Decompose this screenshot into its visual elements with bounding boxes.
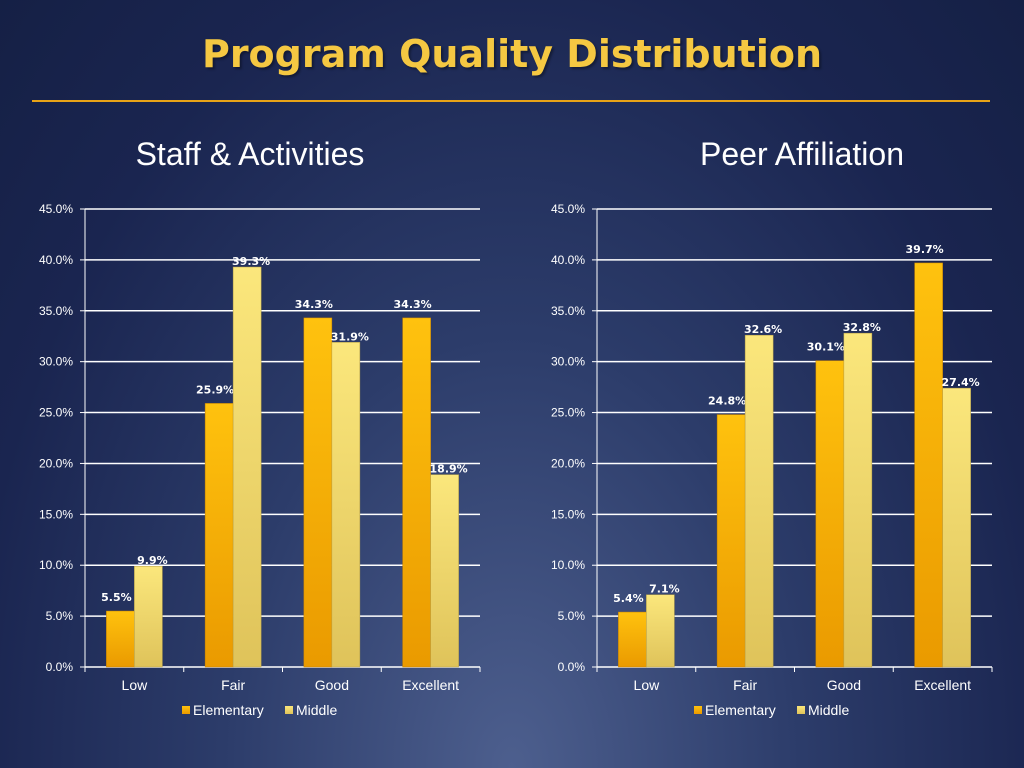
data-label: 31.9% (331, 330, 369, 343)
x-tick-label: Good (315, 677, 349, 693)
data-label: 39.3% (232, 255, 270, 268)
y-tick-label: 30.0% (39, 355, 73, 369)
legend-label-middle: Middle (808, 702, 849, 718)
data-label: 32.6% (744, 323, 782, 336)
data-label: 25.9% (196, 383, 234, 396)
y-tick-label: 10.0% (39, 558, 73, 572)
title-divider (32, 100, 990, 102)
legend-swatch-middle (285, 706, 293, 714)
y-tick-label: 35.0% (551, 304, 585, 318)
legend-label-middle: Middle (296, 702, 337, 718)
x-tick-label: Excellent (402, 677, 459, 693)
bar-elementary-good (815, 360, 845, 668)
x-tick-label: Low (634, 677, 661, 693)
data-label: 39.7% (906, 243, 944, 256)
bar-middle-good (331, 342, 361, 668)
y-tick-label: 45.0% (551, 202, 585, 216)
y-tick-label: 25.0% (39, 406, 73, 420)
x-tick-label: Fair (733, 677, 757, 693)
data-label: 5.4% (613, 592, 644, 605)
y-tick-label: 15.0% (551, 507, 585, 521)
bar-elementary-good (303, 317, 333, 668)
bar-middle-fair (232, 266, 262, 668)
x-tick-label: Fair (221, 677, 245, 693)
bar-elementary-fair (204, 403, 234, 668)
y-tick-label: 0.0% (558, 660, 586, 674)
bar-middle-fair (744, 334, 774, 668)
y-tick-label: 30.0% (551, 355, 585, 369)
y-tick-label: 5.0% (558, 609, 586, 623)
chart-title-staff-activities: Staff & Activities (135, 136, 365, 172)
y-tick-label: 25.0% (551, 406, 585, 420)
legend-label-elementary: Elementary (705, 702, 776, 718)
chart-staff-activities: 0.0% 5.0% 10.0% 15.0% 20.0% 25.0% 30.0% 35.0% 40… (39, 202, 468, 718)
x-tick-label: Low (122, 677, 149, 693)
data-label: 34.3% (394, 298, 432, 311)
y-tick-label: 45.0% (39, 202, 73, 216)
x-tick-label: Excellent (914, 677, 971, 693)
chart-title-peer-affiliation: Peer Affiliation (700, 136, 904, 172)
legend-label-elementary: Elementary (193, 702, 264, 718)
y-tick-label: 10.0% (551, 558, 585, 572)
data-label: 27.4% (942, 376, 980, 389)
data-label: 7.1% (649, 583, 680, 596)
bar-elementary-excellent (914, 262, 943, 668)
slide-title: Program Quality Distribution (201, 32, 823, 76)
bar-middle-good (843, 332, 873, 668)
bar-elementary-low (618, 611, 647, 668)
y-tick-label: 35.0% (39, 304, 73, 318)
y-tick-label: 15.0% (39, 507, 73, 521)
y-tick-label: 40.0% (39, 253, 73, 267)
data-label: 5.5% (101, 591, 132, 604)
bar-middle-excellent (942, 387, 971, 668)
y-tick-label: 40.0% (551, 253, 585, 267)
data-label: 34.3% (295, 298, 333, 311)
data-label: 30.1% (807, 341, 845, 354)
data-label: 18.9% (430, 463, 468, 476)
legend-swatch-elementary (182, 706, 190, 714)
bar-middle-excellent (430, 474, 459, 668)
y-tick-label: 20.0% (39, 456, 73, 470)
data-label: 32.8% (843, 321, 881, 334)
x-tick-label: Good (827, 677, 861, 693)
bar-middle-low (646, 594, 675, 668)
bar-middle-low (134, 565, 163, 668)
data-label: 24.8% (708, 395, 746, 408)
bar-elementary-fair (716, 414, 746, 668)
legend-swatch-middle (797, 706, 805, 714)
chart-peer-affiliation: 0.0% 5.0% 10.0% 15.0% 20.0% 25.0% 30.0% 35.0% 40… (551, 202, 993, 718)
legend-swatch-elementary (694, 706, 702, 714)
data-label: 9.9% (137, 554, 168, 567)
bar-elementary-low (106, 610, 135, 668)
y-tick-label: 0.0% (46, 660, 74, 674)
y-tick-label: 5.0% (46, 609, 74, 623)
y-tick-label: 20.0% (551, 456, 585, 470)
bar-elementary-excellent (402, 317, 431, 668)
